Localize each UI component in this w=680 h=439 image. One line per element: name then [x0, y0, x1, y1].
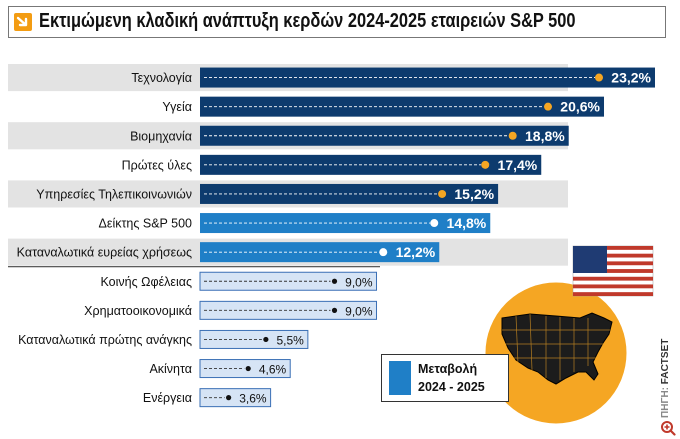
- bar: [199, 300, 378, 320]
- bar-value-label: 18,8%: [525, 128, 565, 144]
- bar-dot: [245, 365, 251, 372]
- bars: Τεχνολογία 23,2% Υγεία 20,6% Βιομηχανία 18,8%…: [17, 67, 655, 408]
- category-label: Ενέργεια: [143, 391, 192, 405]
- bar-dot: [508, 131, 517, 140]
- bar-value-label: 4,6%: [259, 363, 287, 377]
- category-label: Ακίνητα: [149, 362, 192, 376]
- bar: [199, 329, 309, 349]
- category-label: Καταναλωτικά ευρείας χρήσεως: [17, 246, 192, 260]
- bar-value-label: 17,4%: [498, 157, 538, 173]
- category-label: Τεχνολογία: [131, 71, 192, 85]
- source-name: FACTSET: [660, 338, 671, 385]
- category-label: Υγεία: [162, 100, 192, 114]
- bar-value-label: 5,5%: [277, 333, 305, 347]
- bar-value-label: 15,2%: [454, 186, 494, 202]
- trend-arrow-icon: [14, 13, 32, 31]
- bar-dot: [544, 102, 553, 111]
- bar-dot: [331, 278, 338, 284]
- bar: [200, 96, 605, 117]
- legend-swatch: [389, 361, 411, 395]
- legend-text: Μεταβολή 2024 - 2025: [418, 360, 485, 396]
- bar-dot: [263, 336, 269, 343]
- zoom-icon[interactable]: [660, 420, 676, 436]
- bar-dot: [481, 160, 490, 169]
- bar: [199, 271, 378, 291]
- usa-map-emblem: [480, 245, 654, 429]
- category-label: Υπηρεσίες Τηλεπικοινωνιών: [36, 187, 192, 201]
- bar-value-label: 3,6%: [239, 392, 267, 406]
- bar: [199, 388, 272, 408]
- bar: [200, 67, 655, 88]
- category-label: Καταναλωτικά πρώτης ανάγκης: [18, 333, 192, 347]
- bar-dot: [438, 189, 447, 198]
- legend-line-2: 2024 - 2025: [418, 380, 485, 394]
- bar-value-label: 9,0%: [345, 304, 373, 318]
- legend: Μεταβολή 2024 - 2025: [381, 354, 509, 402]
- bar-value-label: 23,2%: [611, 70, 651, 86]
- bar-dot: [226, 395, 232, 401]
- legend-line-1: Μεταβολή: [418, 362, 478, 376]
- usa-state-lines: [502, 313, 610, 380]
- chart-title-box: Εκτιμώμενη κλαδική ανάπτυξη κερδών 2024-…: [8, 6, 666, 38]
- category-label: Βιομηχανία: [130, 129, 192, 143]
- source-credit: ΠΗΓΗ: FACTSET: [660, 339, 671, 418]
- bar: [199, 359, 291, 379]
- usa-map-icon: [501, 312, 613, 385]
- bar-value-label: 20,6%: [560, 99, 600, 115]
- usa-flag-icon: [572, 245, 654, 297]
- bar-value-label: 9,0%: [345, 275, 373, 289]
- source-prefix: ΠΗΓΗ:: [660, 386, 671, 418]
- bar-value-label: 12,2%: [396, 244, 436, 260]
- bar-dot: [595, 73, 603, 82]
- bar-dot: [379, 248, 388, 257]
- category-label: Πρώτες ύλες: [122, 158, 192, 172]
- category-label: Δείκτης S&P 500: [99, 217, 192, 231]
- bar-dot: [430, 219, 439, 228]
- bar-dot: [331, 307, 338, 313]
- category-label: Κοινής Ωφέλειας: [101, 275, 193, 289]
- chart-title: Εκτιμώμενη κλαδική ανάπτυξη κερδών 2024-…: [39, 10, 576, 32]
- category-label: Χρηματοοικονομικά: [84, 304, 192, 318]
- bar-value-label: 14,8%: [447, 215, 487, 231]
